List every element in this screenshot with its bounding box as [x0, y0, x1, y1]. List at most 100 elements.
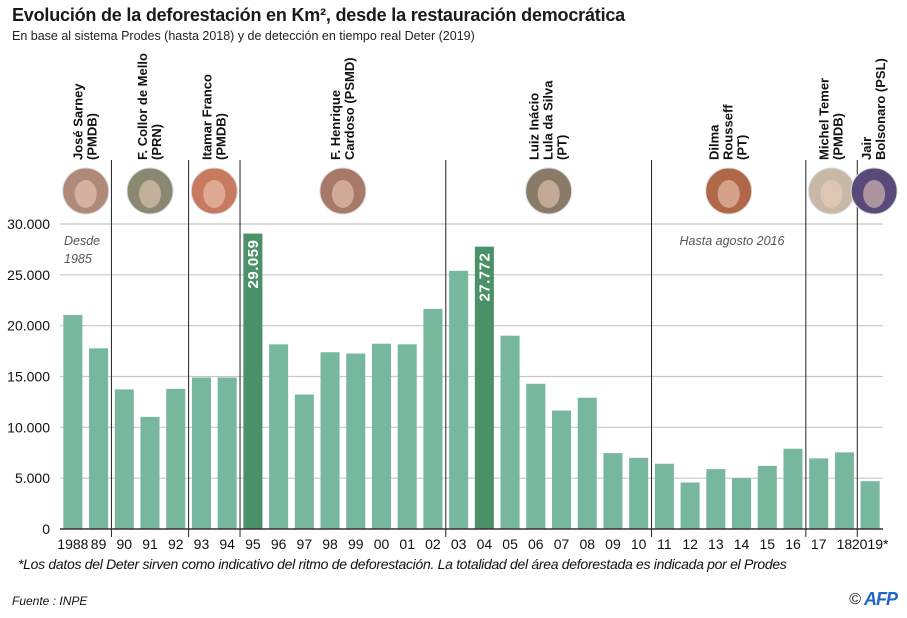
president-name: (PMDB) — [831, 113, 846, 160]
x-tick-label: 03 — [451, 536, 467, 552]
x-tick-label: 15 — [759, 536, 775, 552]
bar-01 — [397, 344, 417, 529]
president-name: José Sarney — [71, 83, 86, 160]
bar-value-label: 29.059 — [245, 240, 262, 289]
president-face — [537, 180, 560, 208]
bar-14 — [732, 478, 752, 529]
bar-15 — [757, 465, 777, 529]
bar-17 — [809, 458, 829, 529]
y-tick-label: 20.000 — [7, 318, 50, 334]
bar-03 — [449, 270, 469, 529]
president-face — [139, 180, 162, 208]
bar-97 — [294, 394, 314, 529]
bar-1988 — [63, 314, 83, 529]
president-name: Lula da Silva — [541, 80, 556, 160]
president-face — [863, 180, 886, 208]
x-tick-label: 2019* — [852, 536, 889, 552]
president-name: F. Collor de Mello — [135, 53, 150, 160]
bar-91 — [140, 416, 160, 529]
bar-04 — [474, 246, 494, 529]
x-tick-label: 00 — [374, 536, 390, 552]
afp-logo: AFP — [864, 589, 898, 609]
x-tick-label: 95 — [245, 536, 261, 552]
president-name: Bolsonaro (PSL) — [873, 58, 888, 160]
president-face — [717, 180, 740, 208]
x-tick-label: 1988 — [57, 536, 88, 552]
annotation-hasta-agosto: Hasta agosto 2016 — [680, 234, 785, 248]
credit: © AFP — [849, 589, 898, 610]
x-tick-label: 91 — [142, 536, 158, 552]
x-tick-label: 08 — [579, 536, 595, 552]
x-tick-label: 16 — [785, 536, 801, 552]
bar-90 — [114, 389, 134, 529]
bar-2019 — [860, 481, 880, 529]
chart-subtitle: En base al sistema Prodes (hasta 2018) y… — [12, 29, 475, 43]
president-name: Jair — [859, 137, 874, 160]
bar-05 — [500, 335, 520, 529]
x-tick-label: 04 — [477, 536, 493, 552]
bar-12 — [680, 482, 700, 529]
x-tick-label: 09 — [605, 536, 621, 552]
x-tick-label: 14 — [734, 536, 750, 552]
y-tick-label: 30.000 — [7, 216, 50, 232]
president-face — [820, 180, 843, 208]
president-name: Dilma — [707, 124, 722, 160]
x-tick-label: 05 — [502, 536, 518, 552]
president-name: Rousseff — [721, 104, 736, 160]
bar-18 — [834, 452, 854, 529]
y-tick-label: 5.000 — [15, 470, 50, 486]
president-face — [331, 180, 354, 208]
bar-07 — [551, 410, 572, 529]
x-tick-label: 06 — [528, 536, 544, 552]
bar-11 — [654, 463, 674, 529]
y-tick-label: 10.000 — [7, 419, 50, 435]
bar-value-label: 27.772 — [476, 253, 493, 302]
x-tick-label: 11 — [657, 536, 672, 552]
x-tick-label: 96 — [271, 536, 287, 552]
bar-96 — [269, 344, 289, 529]
president-name: (PMDB) — [213, 113, 228, 160]
bar-89 — [89, 348, 109, 529]
president-name: F. Henrique — [328, 90, 343, 160]
y-tick-label: 15.000 — [7, 369, 50, 385]
president-name: (PRN) — [149, 124, 164, 160]
copyright-icon: © — [849, 590, 861, 608]
president-face — [203, 180, 226, 208]
x-tick-label: 97 — [297, 536, 313, 552]
president-name: Cardoso (PSMD) — [342, 57, 357, 160]
x-tick-label: 02 — [425, 536, 441, 552]
bar-08 — [577, 397, 597, 529]
bar-98 — [320, 352, 340, 529]
x-tick-label: 13 — [708, 536, 724, 552]
x-tick-label: 98 — [322, 536, 338, 552]
bar-99 — [346, 353, 366, 529]
x-tick-label: 94 — [219, 536, 235, 552]
annotation-1985: 1985 — [64, 252, 92, 266]
chart-title: Evolución de la deforestación en Km², de… — [12, 5, 625, 25]
x-tick-label: 18 — [837, 536, 853, 552]
y-tick-label: 25.000 — [7, 267, 50, 283]
x-tick-label: 89 — [91, 536, 107, 552]
bar-02 — [423, 308, 443, 529]
source-label: Fuente : INPE — [12, 594, 88, 608]
president-name: Luiz Inácio — [527, 93, 542, 160]
bar-06 — [526, 383, 546, 529]
president-face — [74, 180, 97, 208]
president-name: (PMDB) — [85, 113, 100, 160]
x-tick-label: 90 — [117, 536, 133, 552]
president-name: (PT) — [555, 135, 570, 160]
bar-09 — [603, 453, 623, 529]
x-tick-label: 10 — [631, 536, 647, 552]
bar-94 — [217, 377, 237, 529]
x-tick-label: 17 — [811, 536, 827, 552]
bar-95 — [243, 233, 263, 529]
bar-00 — [371, 343, 392, 529]
president-name: (PT) — [735, 135, 750, 160]
bar-10 — [629, 457, 649, 529]
bar-16 — [783, 448, 803, 529]
y-tick-label: 0 — [42, 521, 50, 537]
x-tick-label: 93 — [194, 536, 210, 552]
bar-93 — [191, 377, 211, 529]
x-tick-label: 01 — [399, 536, 415, 552]
